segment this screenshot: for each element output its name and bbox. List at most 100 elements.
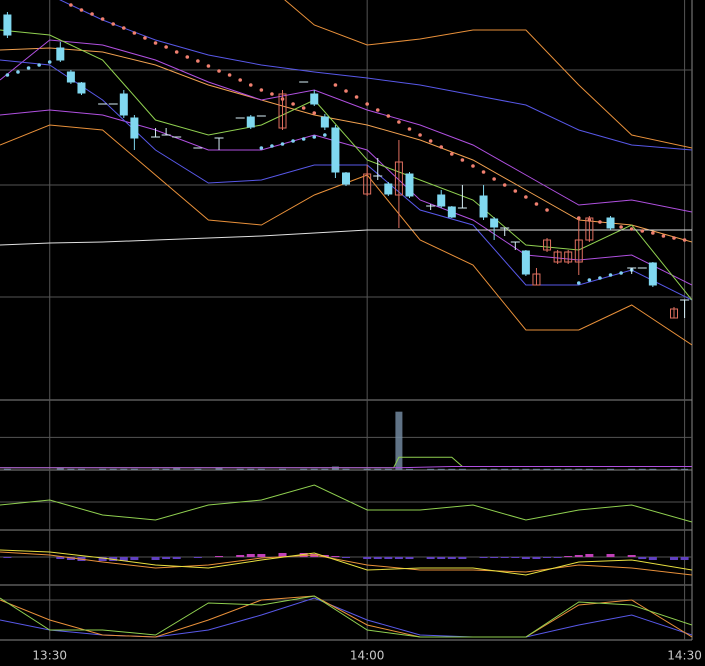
sar-dot <box>79 8 84 12</box>
sar-dot <box>502 183 507 187</box>
volume-bar <box>67 468 75 470</box>
histogram-bar <box>394 557 403 559</box>
sar-dot <box>460 158 465 162</box>
volume-bar <box>194 468 202 470</box>
histogram-bar <box>426 557 435 559</box>
histogram-bar <box>627 555 636 557</box>
volume-bar <box>3 468 11 470</box>
sar-dot <box>280 142 285 146</box>
sar-dot <box>301 106 306 110</box>
candle-body <box>670 308 679 319</box>
volume-bar <box>480 468 488 470</box>
histogram-bar <box>638 557 647 559</box>
histogram-bar <box>532 557 541 559</box>
volume-bar <box>300 468 308 470</box>
candle-body <box>447 206 456 218</box>
candle-body <box>3 14 12 36</box>
sar-dot <box>270 92 274 96</box>
histogram-bar <box>680 557 689 560</box>
x-tick-label: 14:30 <box>667 649 702 663</box>
candle-body <box>342 172 350 185</box>
indicator-line <box>0 466 692 469</box>
indicator-line <box>0 484 692 523</box>
sar-dot <box>217 69 221 73</box>
sar-dot <box>587 278 592 282</box>
volume-bar <box>395 411 403 470</box>
volume-bar <box>564 468 572 470</box>
histogram-bar <box>3 557 12 558</box>
histogram-bar <box>98 557 107 561</box>
volume-bar <box>310 468 318 470</box>
sar-dot <box>439 145 444 149</box>
candle-body <box>394 161 403 196</box>
histogram-bar <box>363 557 372 559</box>
sar-dot <box>26 66 31 70</box>
sar-dot <box>576 281 581 285</box>
histogram-bar <box>151 557 160 560</box>
histogram-bar <box>574 555 583 557</box>
histogram-bar <box>342 557 350 558</box>
indicator-line <box>0 229 692 246</box>
histogram-bar <box>130 557 139 560</box>
candle-body <box>585 217 594 241</box>
volume-bar <box>321 468 329 470</box>
volume-bar <box>247 468 255 470</box>
volume-bar <box>607 468 615 470</box>
volume-bar <box>511 468 519 470</box>
sar-dot <box>524 195 528 199</box>
candle-body <box>532 273 541 286</box>
histogram-bar <box>278 553 287 557</box>
sar-dot <box>206 64 211 68</box>
candle-body <box>363 173 372 195</box>
sar-dot <box>47 60 52 64</box>
candle-body <box>490 218 499 228</box>
indicator-line <box>0 124 692 346</box>
histogram-bar <box>172 557 181 559</box>
x-tick-label: 14:00 <box>350 649 385 663</box>
sar-dot <box>185 55 190 59</box>
panel <box>0 411 692 470</box>
volume-bar <box>501 468 509 470</box>
candle-body <box>56 47 65 61</box>
sar-dot <box>323 133 327 137</box>
sar-dot <box>344 89 348 93</box>
volume-bar <box>331 466 339 470</box>
indicator-line <box>284 0 692 149</box>
candle-body <box>574 239 583 263</box>
sar-dot <box>534 202 539 206</box>
sar-dot <box>132 31 137 35</box>
sar-dot <box>16 70 20 74</box>
sar-dot <box>270 144 274 148</box>
panel <box>0 595 692 638</box>
histogram-bar <box>490 557 499 558</box>
candle-body <box>320 116 329 128</box>
candle-body <box>77 82 86 94</box>
histogram-bar <box>405 557 414 559</box>
histogram-bar <box>215 556 224 557</box>
volume-bar <box>554 468 562 470</box>
histogram-bar <box>119 557 128 561</box>
sar-dot <box>598 276 602 280</box>
histogram-bar <box>162 557 171 559</box>
histogram-bar <box>670 557 679 560</box>
candle-body <box>66 71 75 83</box>
sar-dot <box>111 22 116 26</box>
indicator-line <box>59 0 692 151</box>
x-tick-label: 13:30 <box>32 649 67 663</box>
sar-dot <box>513 189 518 193</box>
histogram-bar <box>458 557 467 559</box>
histogram-bar <box>236 555 245 557</box>
histogram-bar <box>585 554 594 557</box>
volume-bar <box>649 468 657 470</box>
volume-bar <box>628 468 636 470</box>
volume-bar <box>130 468 138 470</box>
sar-dot <box>492 177 496 181</box>
sar-dot <box>312 135 317 139</box>
candle-body <box>521 250 530 275</box>
volume-bar <box>427 468 435 470</box>
histogram-bar <box>437 557 446 559</box>
volume-bar <box>681 468 689 470</box>
sar-dot <box>418 133 422 137</box>
histogram-bar <box>193 557 202 558</box>
